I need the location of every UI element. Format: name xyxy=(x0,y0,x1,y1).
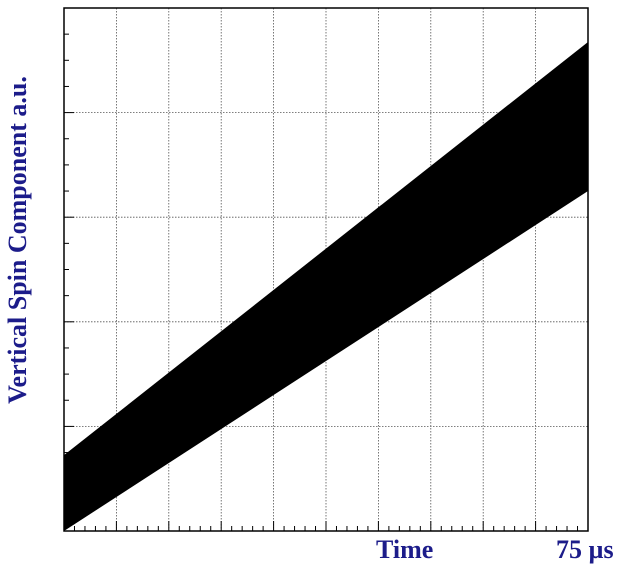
x-axis-label: Time xyxy=(376,535,434,564)
plot-frame xyxy=(63,7,589,532)
y-axis-label-text: Vertical Spin Component a.u. xyxy=(3,76,32,404)
band-layer xyxy=(64,41,588,532)
x-axis-end-label: 75 µs xyxy=(556,535,614,564)
signal-band xyxy=(64,41,588,532)
